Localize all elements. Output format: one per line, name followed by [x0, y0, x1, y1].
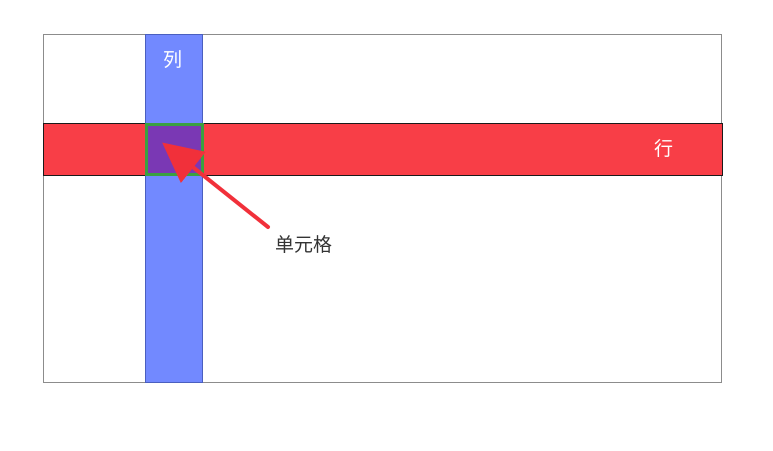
cell-highlight — [145, 123, 204, 176]
column-band — [145, 34, 203, 383]
row-label: 行 — [654, 138, 674, 160]
column-label: 列 — [163, 49, 183, 71]
cell-label: 单元格 — [275, 234, 333, 256]
